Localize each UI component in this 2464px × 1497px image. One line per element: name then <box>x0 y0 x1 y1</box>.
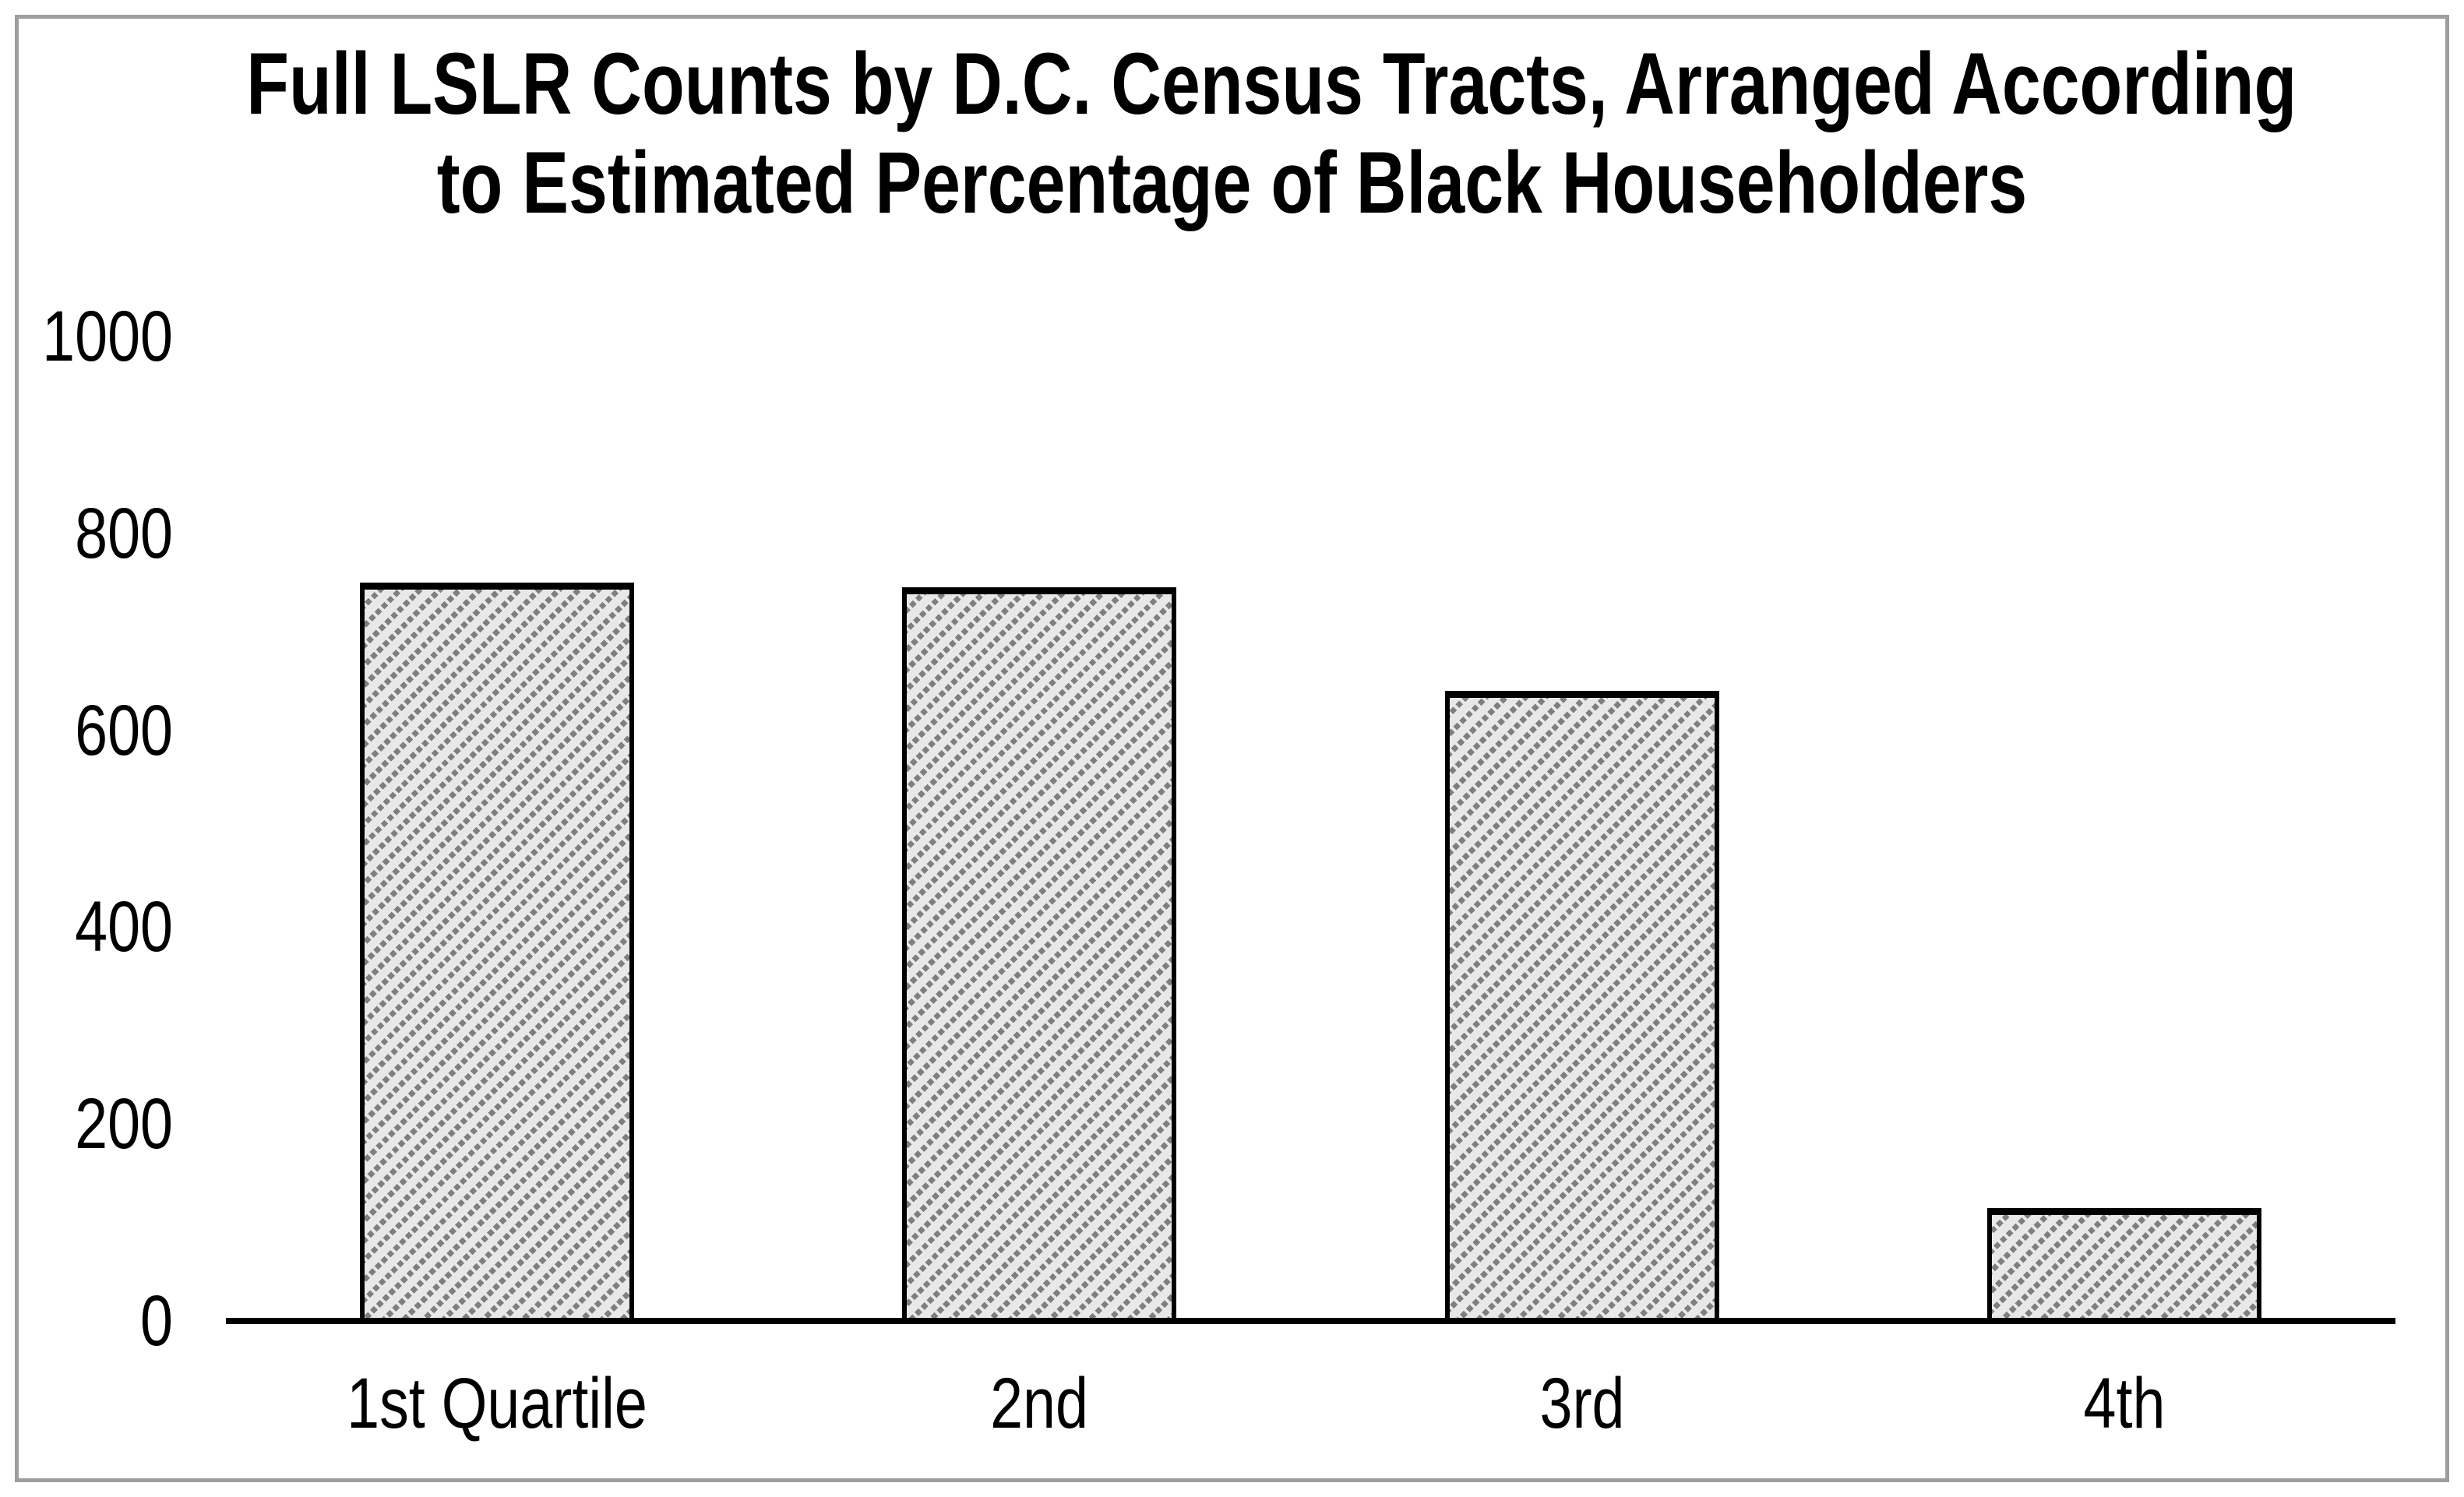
bar-2nd <box>902 587 1177 1321</box>
chart-title: Full LSLR Counts by D.C. Census Tracts, … <box>246 34 2297 232</box>
y-axis-tick-label: 400 <box>75 887 173 967</box>
x-axis-category-label: 3rd <box>1539 1364 1625 1443</box>
x-axis-line <box>226 1318 2395 1324</box>
y-axis-tick-label: 600 <box>75 690 173 770</box>
x-axis-category-label: 4th <box>2083 1364 2166 1443</box>
y-axis-tick-label: 0 <box>140 1281 173 1361</box>
bar-3rd <box>1444 691 1719 1321</box>
y-axis-tick-label: 1000 <box>42 297 173 376</box>
x-axis-category-label: 1st Quartile <box>347 1364 647 1443</box>
chart-title-line-1: Full LSLR Counts by D.C. Census Tracts, … <box>246 35 2297 132</box>
chart-title-line-2: to Estimated Percentage of Black Househo… <box>436 134 2028 231</box>
y-axis-tick-label: 800 <box>75 493 173 573</box>
bar-4th <box>1986 1207 2261 1321</box>
bar-1st-quartile <box>360 583 635 1321</box>
x-axis-category-label: 2nd <box>990 1364 1089 1443</box>
y-axis-tick-label: 200 <box>75 1084 173 1164</box>
